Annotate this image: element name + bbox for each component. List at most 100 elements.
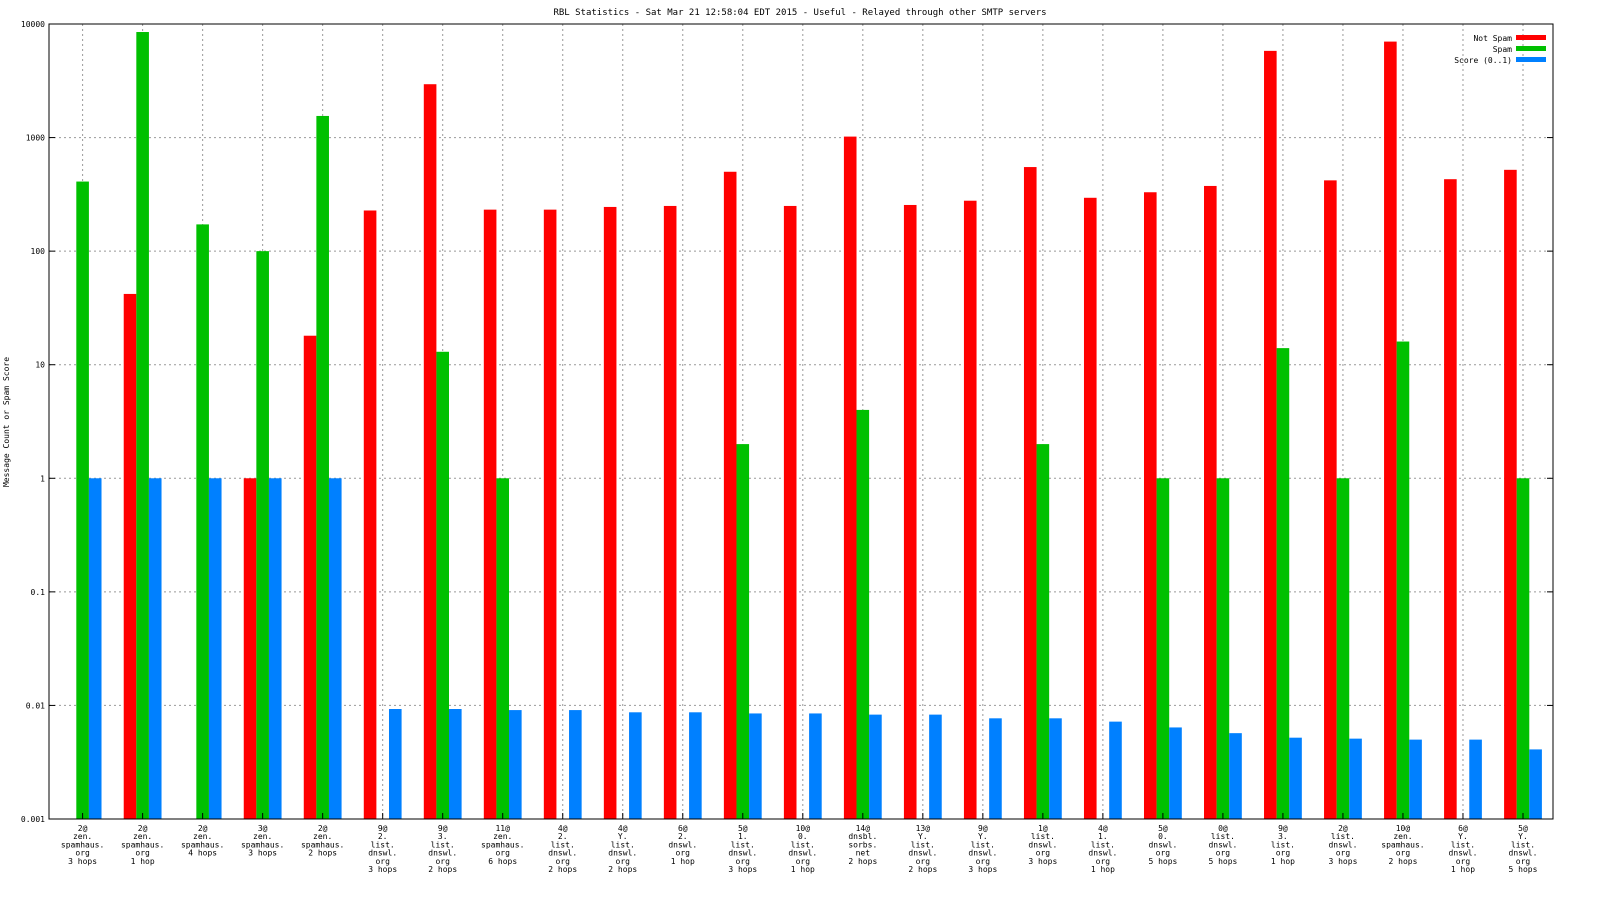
bar-not-spam [1444, 179, 1457, 819]
tick-labels: 0.001 0.01 0.1 1 10 100 1000 10000 [21, 20, 1553, 824]
x-tick-label: 2@ [78, 824, 88, 833]
bar-not-spam [783, 205, 797, 819]
bar-score-0-1 [749, 713, 762, 819]
x-tick-label: org [375, 857, 390, 866]
legend-swatch [1516, 57, 1546, 62]
bar-not-spam [1023, 167, 1037, 819]
x-tick-label: org [1516, 857, 1531, 866]
x-tick-label: dnswl. [368, 849, 397, 858]
x-tick-label: list. [1031, 832, 1055, 841]
legend-swatch [1516, 35, 1546, 40]
x-tick-label: 0. [798, 832, 808, 841]
x-tick-label: org [1036, 849, 1051, 858]
x-tick-label: spamhaus. [241, 840, 284, 849]
x-tick-label: dnswl. [1328, 840, 1357, 849]
x-tick-label: dnswl. [1088, 849, 1117, 858]
x-tick-label: 2@ [198, 824, 208, 833]
y-axis-label: Message Count or Spam Score [2, 357, 11, 487]
x-tick-label: 3 hops [1328, 857, 1357, 866]
x-tick-label: org [556, 857, 571, 866]
x-tick-label: 1 hop [791, 865, 815, 874]
bar-spam [496, 478, 510, 819]
bar-spam [1516, 478, 1530, 819]
x-tick-label: org [1276, 849, 1291, 858]
x-tick-label: org [796, 857, 811, 866]
x-tick-label: 5@ [1518, 824, 1528, 833]
x-tick-label: 9@ [378, 824, 388, 833]
x-tick-label: 5 hops [1208, 857, 1237, 866]
bar-spam [1276, 348, 1290, 819]
bar-not-spam [1324, 180, 1337, 819]
x-tick-label: 13@ [916, 824, 931, 833]
x-tick-label: 0. [1158, 832, 1168, 841]
x-tick-label: list. [1331, 832, 1355, 841]
x-tick-label: dnswl. [1028, 840, 1057, 849]
bar-score-0-1 [689, 712, 702, 819]
bar-score-0-1 [869, 714, 882, 819]
x-tick-label: org [736, 857, 751, 866]
x-tick-label: spamhaus. [181, 840, 224, 849]
bar-spam [256, 251, 269, 820]
bar-not-spam [423, 84, 437, 819]
bar-not-spam [1083, 197, 1097, 820]
x-tick-label: list. [1091, 840, 1115, 849]
x-tick-label: spamhaus. [121, 840, 164, 849]
x-tick-label: list. [1271, 840, 1295, 849]
legend-label: Not Spam [1473, 34, 1512, 43]
legend-label: Score (0..1) [1454, 56, 1512, 65]
x-tick-label: 3. [438, 832, 448, 841]
bar-not-spam [483, 209, 497, 820]
x-tick-label: 9@ [978, 824, 988, 833]
x-tick-label: 4@ [558, 824, 568, 833]
bar-spam [736, 444, 750, 819]
x-tick-label: 3 hops [368, 865, 397, 874]
bar-score-0-1 [1349, 738, 1362, 819]
bar-score-0-1 [629, 712, 642, 819]
bar-spam [76, 181, 89, 820]
x-tick-label: dnswl. [1509, 849, 1538, 858]
x-tick-label: 1@ [1038, 824, 1048, 833]
x-tick-label: 5 hops [1509, 865, 1538, 874]
x-tick-label: 3 hops [248, 849, 277, 858]
x-tick-label: 3@ [258, 824, 268, 833]
x-tick-label: 2. [678, 832, 688, 841]
bar-not-spam [1143, 192, 1157, 819]
x-tick-label: 1 hop [131, 857, 155, 866]
y-tick-label: 10 [35, 361, 45, 370]
x-tick-label: dnsbl. [848, 832, 877, 841]
x-tick-label: 1. [1098, 832, 1108, 841]
x-tick-label: Y. [918, 832, 928, 841]
x-tick-label: org [135, 849, 150, 858]
bar-not-spam [723, 171, 737, 820]
bar-score-0-1 [1169, 727, 1182, 819]
x-tick-label: spamhaus. [481, 840, 524, 849]
bar-score-0-1 [268, 478, 282, 819]
bar-score-0-1 [989, 718, 1002, 819]
x-tick-label: zen. [253, 832, 272, 841]
bar-spam [1036, 444, 1050, 819]
x-tick-label: dnswl. [1208, 840, 1237, 849]
plot-frame [48, 23, 1554, 820]
bar-not-spam [963, 200, 977, 820]
bar-score-0-1 [1529, 749, 1542, 819]
bar-spam [1216, 478, 1230, 819]
x-tick-label: zen. [133, 832, 152, 841]
x-tick-label: Y. [978, 832, 988, 841]
x-tick-label: 9@ [438, 824, 448, 833]
x-tick-label: 2 hops [608, 865, 637, 874]
bar-score-0-1 [328, 478, 342, 819]
x-tick-label: list. [1511, 840, 1535, 849]
bar-not-spam [663, 205, 677, 819]
y-tick-label: 10000 [21, 20, 45, 29]
chart-title: RBL Statistics - Sat Mar 21 12:58:04 EDT… [553, 8, 1046, 18]
x-tick-label: spamhaus. [301, 840, 344, 849]
bar-spam [856, 409, 870, 819]
y-tick-label: 0.01 [26, 701, 45, 710]
bar-score-0-1 [208, 478, 222, 819]
x-tick-label: 6@ [678, 824, 688, 833]
x-tick-label: 0@ [1218, 824, 1228, 833]
x-tick-label: 2 hops [308, 849, 337, 858]
x-tick-label: org [916, 857, 931, 866]
bar-score-0-1 [1409, 739, 1422, 819]
